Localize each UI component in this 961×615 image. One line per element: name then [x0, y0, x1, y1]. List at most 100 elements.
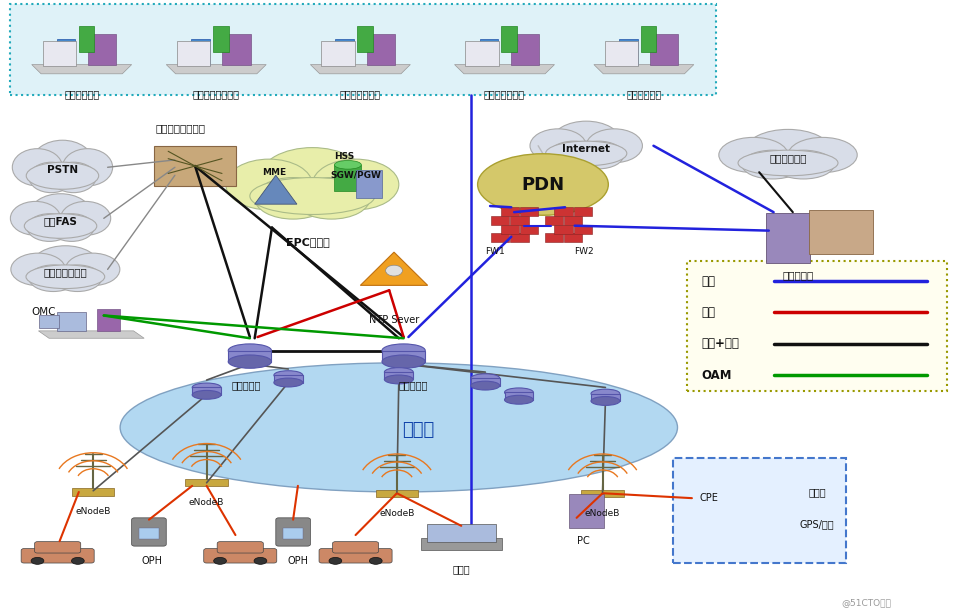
- FancyBboxPatch shape: [88, 34, 116, 65]
- Ellipse shape: [31, 557, 44, 565]
- Ellipse shape: [546, 141, 627, 166]
- FancyBboxPatch shape: [520, 207, 538, 216]
- FancyBboxPatch shape: [604, 41, 638, 66]
- FancyBboxPatch shape: [505, 392, 533, 400]
- Ellipse shape: [505, 395, 533, 404]
- FancyBboxPatch shape: [501, 207, 519, 216]
- FancyBboxPatch shape: [421, 538, 502, 550]
- FancyBboxPatch shape: [217, 542, 263, 553]
- Text: eNodeB: eNodeB: [76, 507, 111, 517]
- FancyBboxPatch shape: [335, 39, 355, 65]
- Text: 摄像头: 摄像头: [808, 487, 825, 497]
- FancyBboxPatch shape: [564, 216, 582, 224]
- FancyBboxPatch shape: [192, 387, 221, 395]
- Text: PC: PC: [577, 536, 590, 546]
- Ellipse shape: [192, 383, 221, 392]
- FancyBboxPatch shape: [204, 549, 277, 563]
- FancyBboxPatch shape: [766, 213, 810, 263]
- Ellipse shape: [574, 141, 624, 169]
- Ellipse shape: [229, 344, 272, 357]
- FancyBboxPatch shape: [427, 524, 496, 542]
- FancyBboxPatch shape: [687, 261, 947, 391]
- FancyBboxPatch shape: [57, 39, 76, 65]
- FancyBboxPatch shape: [650, 34, 678, 65]
- FancyBboxPatch shape: [42, 41, 76, 66]
- Ellipse shape: [591, 397, 620, 405]
- FancyBboxPatch shape: [465, 41, 499, 66]
- Text: OPH: OPH: [141, 556, 162, 566]
- FancyBboxPatch shape: [673, 458, 846, 563]
- Text: eNodeB: eNodeB: [585, 509, 620, 518]
- FancyBboxPatch shape: [520, 224, 538, 234]
- FancyBboxPatch shape: [274, 375, 303, 383]
- Text: 多媒体调度交换机: 多媒体调度交换机: [156, 124, 206, 133]
- Ellipse shape: [226, 159, 312, 210]
- Text: 信令: 信令: [702, 306, 716, 319]
- Text: 多媒体调度服务器: 多媒体调度服务器: [193, 89, 239, 99]
- Text: FW1: FW1: [485, 247, 505, 256]
- Ellipse shape: [11, 253, 65, 285]
- Ellipse shape: [334, 161, 361, 169]
- Polygon shape: [38, 331, 144, 338]
- Ellipse shape: [586, 129, 643, 163]
- Ellipse shape: [11, 202, 61, 236]
- Ellipse shape: [274, 371, 303, 379]
- Ellipse shape: [32, 140, 93, 184]
- FancyBboxPatch shape: [213, 26, 229, 52]
- FancyBboxPatch shape: [79, 26, 94, 52]
- Ellipse shape: [49, 214, 94, 242]
- Ellipse shape: [192, 391, 221, 399]
- Text: 公安FAS: 公安FAS: [43, 216, 78, 226]
- Ellipse shape: [29, 265, 78, 292]
- Polygon shape: [455, 65, 554, 74]
- FancyBboxPatch shape: [10, 4, 716, 95]
- Ellipse shape: [738, 150, 838, 176]
- Ellipse shape: [26, 265, 105, 288]
- Ellipse shape: [259, 148, 365, 208]
- Ellipse shape: [552, 121, 621, 161]
- FancyBboxPatch shape: [367, 34, 395, 65]
- Ellipse shape: [120, 363, 678, 492]
- FancyBboxPatch shape: [138, 528, 160, 539]
- Polygon shape: [310, 65, 410, 74]
- Text: 传输网: 传输网: [402, 421, 434, 440]
- Text: 视频监控平台: 视频监控平台: [64, 89, 99, 99]
- FancyBboxPatch shape: [154, 146, 236, 186]
- Ellipse shape: [471, 374, 500, 383]
- FancyBboxPatch shape: [564, 234, 582, 242]
- FancyBboxPatch shape: [356, 170, 382, 198]
- FancyBboxPatch shape: [96, 309, 120, 331]
- FancyBboxPatch shape: [641, 26, 656, 52]
- FancyBboxPatch shape: [501, 224, 519, 234]
- FancyBboxPatch shape: [384, 372, 413, 379]
- Ellipse shape: [329, 557, 342, 565]
- Text: 数据业务服务器: 数据业务服务器: [340, 89, 381, 99]
- Ellipse shape: [51, 162, 96, 192]
- Ellipse shape: [27, 214, 72, 242]
- FancyBboxPatch shape: [619, 39, 638, 65]
- FancyBboxPatch shape: [35, 542, 81, 553]
- FancyBboxPatch shape: [554, 207, 573, 216]
- Ellipse shape: [293, 178, 370, 219]
- FancyBboxPatch shape: [283, 528, 304, 539]
- Text: GPS/北斗: GPS/北斗: [800, 519, 834, 529]
- FancyBboxPatch shape: [321, 41, 355, 66]
- Ellipse shape: [254, 557, 267, 565]
- Ellipse shape: [29, 162, 74, 192]
- FancyBboxPatch shape: [319, 549, 392, 563]
- FancyBboxPatch shape: [177, 41, 210, 66]
- Ellipse shape: [369, 557, 382, 565]
- FancyBboxPatch shape: [491, 234, 509, 242]
- Text: 笔记本: 笔记本: [453, 564, 470, 574]
- FancyBboxPatch shape: [57, 312, 86, 331]
- FancyBboxPatch shape: [491, 216, 509, 224]
- Ellipse shape: [742, 150, 803, 179]
- FancyBboxPatch shape: [132, 518, 166, 546]
- Ellipse shape: [255, 178, 332, 219]
- Text: eNodeB: eNodeB: [189, 498, 224, 507]
- FancyBboxPatch shape: [333, 542, 379, 553]
- Ellipse shape: [478, 154, 608, 215]
- FancyBboxPatch shape: [510, 234, 529, 242]
- Ellipse shape: [384, 375, 413, 384]
- Ellipse shape: [746, 129, 830, 171]
